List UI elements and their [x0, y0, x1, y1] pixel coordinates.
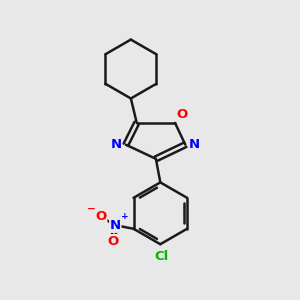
Text: +: + — [121, 212, 128, 220]
Text: O: O — [107, 235, 118, 248]
Text: O: O — [176, 108, 188, 121]
Text: N: N — [111, 138, 122, 151]
Text: −: − — [87, 204, 96, 214]
Text: N: N — [189, 138, 200, 151]
Text: O: O — [95, 210, 107, 223]
Text: N: N — [110, 219, 121, 232]
Text: Cl: Cl — [155, 250, 169, 262]
